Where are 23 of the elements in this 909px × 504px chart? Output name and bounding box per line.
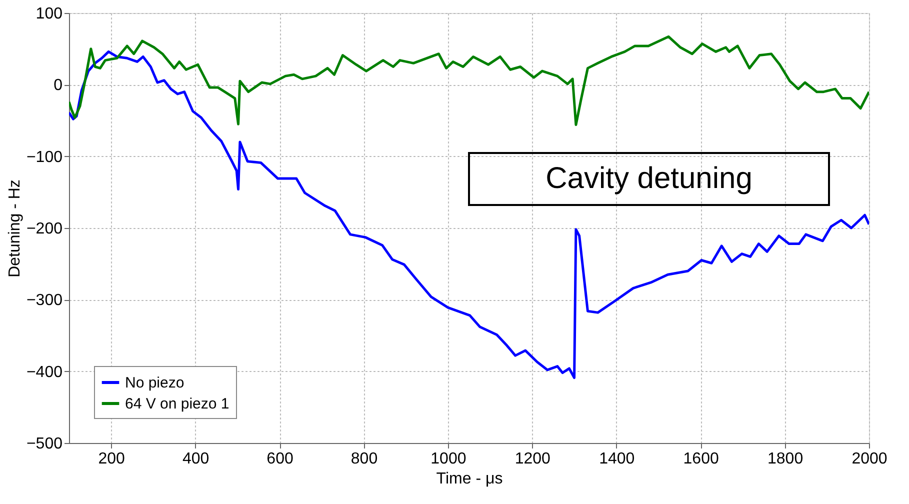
x-axis-title: Time - μs	[436, 470, 503, 488]
y-tick-label: −500	[26, 436, 63, 452]
x-tick-label: 1200	[514, 450, 551, 468]
y-axis-title: Detuning - Hz	[6, 180, 24, 278]
y-tick-label: 100	[36, 6, 63, 22]
x-tick-label: 200	[98, 450, 126, 468]
x-tick-label: 600	[266, 450, 294, 468]
x-tick-label: 1000	[430, 450, 466, 468]
annotation: Cavity detuning	[546, 162, 752, 195]
legend-label: 64 V on piezo 1	[125, 396, 230, 412]
y-tick-label: 0	[54, 77, 63, 94]
y-tick-label: −400	[26, 364, 63, 381]
y-tick-label: −300	[26, 292, 63, 310]
x-tick-label: 1600	[683, 450, 719, 468]
legend-label: No piezo	[125, 374, 184, 392]
y-tick-label: −100	[26, 148, 63, 166]
x-tick-label: 2000	[852, 450, 888, 468]
x-tick-label: 1400	[599, 450, 635, 468]
x-tick-label: 400	[182, 450, 210, 468]
x-tick-label: 1800	[767, 450, 804, 468]
x-tick-label: 800	[350, 450, 378, 468]
y-tick-label: −200	[26, 220, 63, 238]
line-series	[69, 35, 869, 126]
